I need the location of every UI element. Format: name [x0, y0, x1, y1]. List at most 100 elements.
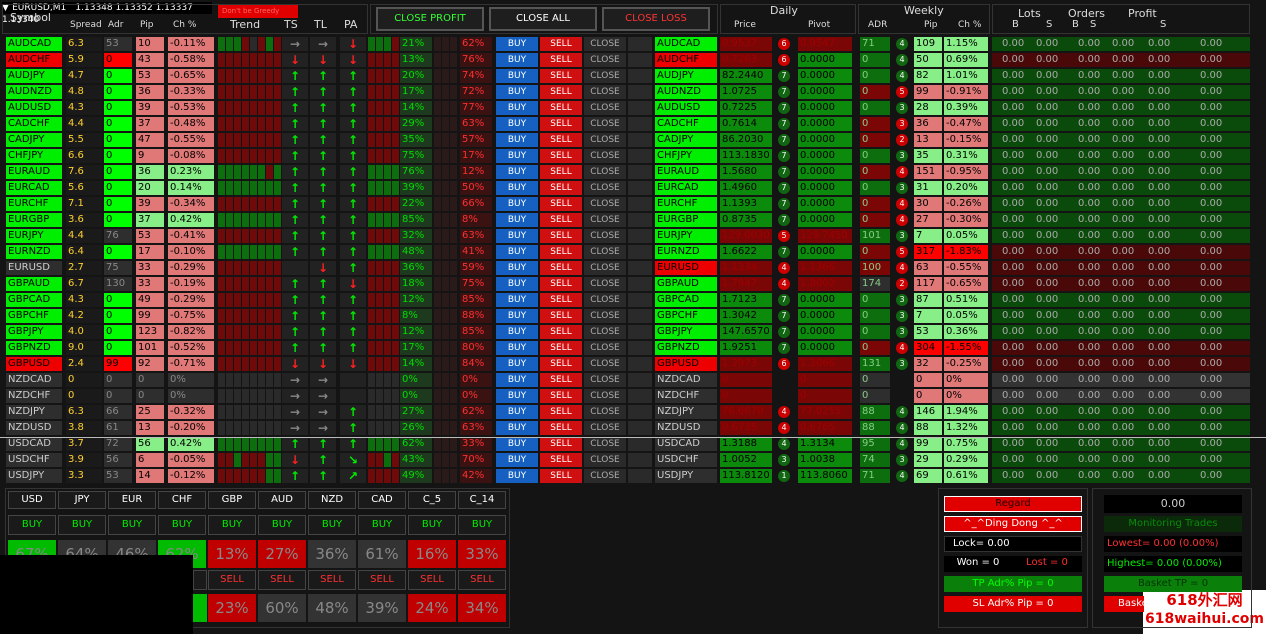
basket-tp-field[interactable]: Basket TP = 0 — [1104, 576, 1242, 592]
sl-field[interactable]: SL Adr% Pip = 0 — [944, 596, 1082, 612]
buy-button[interactable]: BUY — [496, 85, 538, 99]
currency-buy-button[interactable]: BUY — [308, 515, 356, 535]
currency-buy-button[interactable]: BUY — [358, 515, 406, 535]
close-button[interactable]: CLOSE — [584, 69, 626, 83]
close-button[interactable]: CLOSE — [584, 421, 626, 435]
tp-field[interactable]: TP Adr% Pip = 0 — [944, 576, 1082, 592]
sell-button[interactable]: SELL — [540, 389, 582, 403]
close-button[interactable]: CLOSE — [584, 389, 626, 403]
close-button[interactable]: CLOSE — [584, 53, 626, 67]
close-button[interactable]: CLOSE — [584, 453, 626, 467]
currency-sell-button[interactable]: SELL — [458, 570, 506, 590]
buy-button[interactable]: BUY — [496, 453, 538, 467]
sell-button[interactable]: SELL — [540, 213, 582, 227]
currency-buy-button[interactable]: BUY — [208, 515, 256, 535]
sell-button[interactable]: SELL — [540, 245, 582, 259]
close-button[interactable]: CLOSE — [584, 437, 626, 451]
buy-button[interactable]: BUY — [496, 133, 538, 147]
close-button[interactable]: CLOSE — [584, 181, 626, 195]
sell-button[interactable]: SELL — [540, 261, 582, 275]
close-button[interactable]: CLOSE — [584, 245, 626, 259]
close-button[interactable]: CLOSE — [584, 37, 626, 51]
sell-button[interactable]: SELL — [540, 165, 582, 179]
buy-button[interactable]: BUY — [496, 69, 538, 83]
sell-button[interactable]: SELL — [540, 149, 582, 163]
close-loss-button[interactable]: CLOSE LOSS — [602, 7, 710, 31]
sell-button[interactable]: SELL — [540, 181, 582, 195]
close-button[interactable]: CLOSE — [584, 85, 626, 99]
sell-button[interactable]: SELL — [540, 373, 582, 387]
close-button[interactable]: CLOSE — [584, 325, 626, 339]
buy-button[interactable]: BUY — [496, 213, 538, 227]
close-button[interactable]: CLOSE — [584, 133, 626, 147]
sell-button[interactable]: SELL — [540, 277, 582, 291]
currency-buy-button[interactable]: BUY — [8, 515, 56, 535]
sell-button[interactable]: SELL — [540, 197, 582, 211]
buy-button[interactable]: BUY — [496, 277, 538, 291]
close-button[interactable]: CLOSE — [584, 101, 626, 115]
close-button[interactable]: CLOSE — [584, 117, 626, 131]
buy-button[interactable]: BUY — [496, 293, 538, 307]
buy-button[interactable]: BUY — [496, 309, 538, 323]
close-button[interactable]: CLOSE — [584, 261, 626, 275]
close-button[interactable]: CLOSE — [584, 149, 626, 163]
sell-button[interactable]: SELL — [540, 69, 582, 83]
buy-button[interactable]: BUY — [496, 405, 538, 419]
currency-buy-button[interactable]: BUY — [408, 515, 456, 535]
currency-buy-button[interactable]: BUY — [58, 515, 106, 535]
currency-buy-button[interactable]: BUY — [158, 515, 206, 535]
currency-buy-button[interactable]: BUY — [258, 515, 306, 535]
currency-sell-button[interactable]: SELL — [208, 570, 256, 590]
sell-button[interactable]: SELL — [540, 117, 582, 131]
currency-buy-button[interactable]: BUY — [458, 515, 506, 535]
buy-button[interactable]: BUY — [496, 389, 538, 403]
ding-dong-button[interactable]: ^_^Ding Dong ^_^ — [944, 516, 1082, 532]
buy-button[interactable]: BUY — [496, 181, 538, 195]
buy-button[interactable]: BUY — [496, 165, 538, 179]
buy-button[interactable]: BUY — [496, 261, 538, 275]
sell-button[interactable]: SELL — [540, 37, 582, 51]
buy-button[interactable]: BUY — [496, 197, 538, 211]
buy-button[interactable]: BUY — [496, 245, 538, 259]
close-button[interactable]: CLOSE — [584, 293, 626, 307]
regard-button[interactable]: Regard — [944, 496, 1082, 512]
close-all-button[interactable]: CLOSE ALL — [489, 7, 597, 31]
buy-button[interactable]: BUY — [496, 437, 538, 451]
close-button[interactable]: CLOSE — [584, 213, 626, 227]
sell-button[interactable]: SELL — [540, 229, 582, 243]
currency-sell-button[interactable]: SELL — [358, 570, 406, 590]
sell-button[interactable]: SELL — [540, 309, 582, 323]
sell-button[interactable]: SELL — [540, 405, 582, 419]
sell-button[interactable]: SELL — [540, 341, 582, 355]
sell-button[interactable]: SELL — [540, 85, 582, 99]
sell-button[interactable]: SELL — [540, 53, 582, 67]
currency-sell-button[interactable]: SELL — [308, 570, 356, 590]
close-button[interactable]: CLOSE — [584, 229, 626, 243]
sell-button[interactable]: SELL — [540, 453, 582, 467]
sell-button[interactable]: SELL — [540, 357, 582, 371]
currency-buy-button[interactable]: BUY — [108, 515, 156, 535]
buy-button[interactable]: BUY — [496, 37, 538, 51]
buy-button[interactable]: BUY — [496, 373, 538, 387]
close-button[interactable]: CLOSE — [584, 373, 626, 387]
close-button[interactable]: CLOSE — [584, 197, 626, 211]
close-button[interactable]: CLOSE — [584, 405, 626, 419]
close-button[interactable]: CLOSE — [584, 165, 626, 179]
close-button[interactable]: CLOSE — [584, 357, 626, 371]
buy-button[interactable]: BUY — [496, 325, 538, 339]
buy-button[interactable]: BUY — [496, 341, 538, 355]
sell-button[interactable]: SELL — [540, 437, 582, 451]
buy-button[interactable]: BUY — [496, 421, 538, 435]
buy-button[interactable]: BUY — [496, 469, 538, 483]
basket-sl-field[interactable]: Basket SL = 0 — [1104, 596, 1144, 612]
close-button[interactable]: CLOSE — [584, 277, 626, 291]
sell-button[interactable]: SELL — [540, 469, 582, 483]
sell-button[interactable]: SELL — [540, 325, 582, 339]
currency-sell-button[interactable]: SELL — [408, 570, 456, 590]
close-button[interactable]: CLOSE — [584, 309, 626, 323]
currency-sell-button[interactable]: SELL — [258, 570, 306, 590]
buy-button[interactable]: BUY — [496, 149, 538, 163]
buy-button[interactable]: BUY — [496, 357, 538, 371]
sell-button[interactable]: SELL — [540, 421, 582, 435]
sell-button[interactable]: SELL — [540, 133, 582, 147]
